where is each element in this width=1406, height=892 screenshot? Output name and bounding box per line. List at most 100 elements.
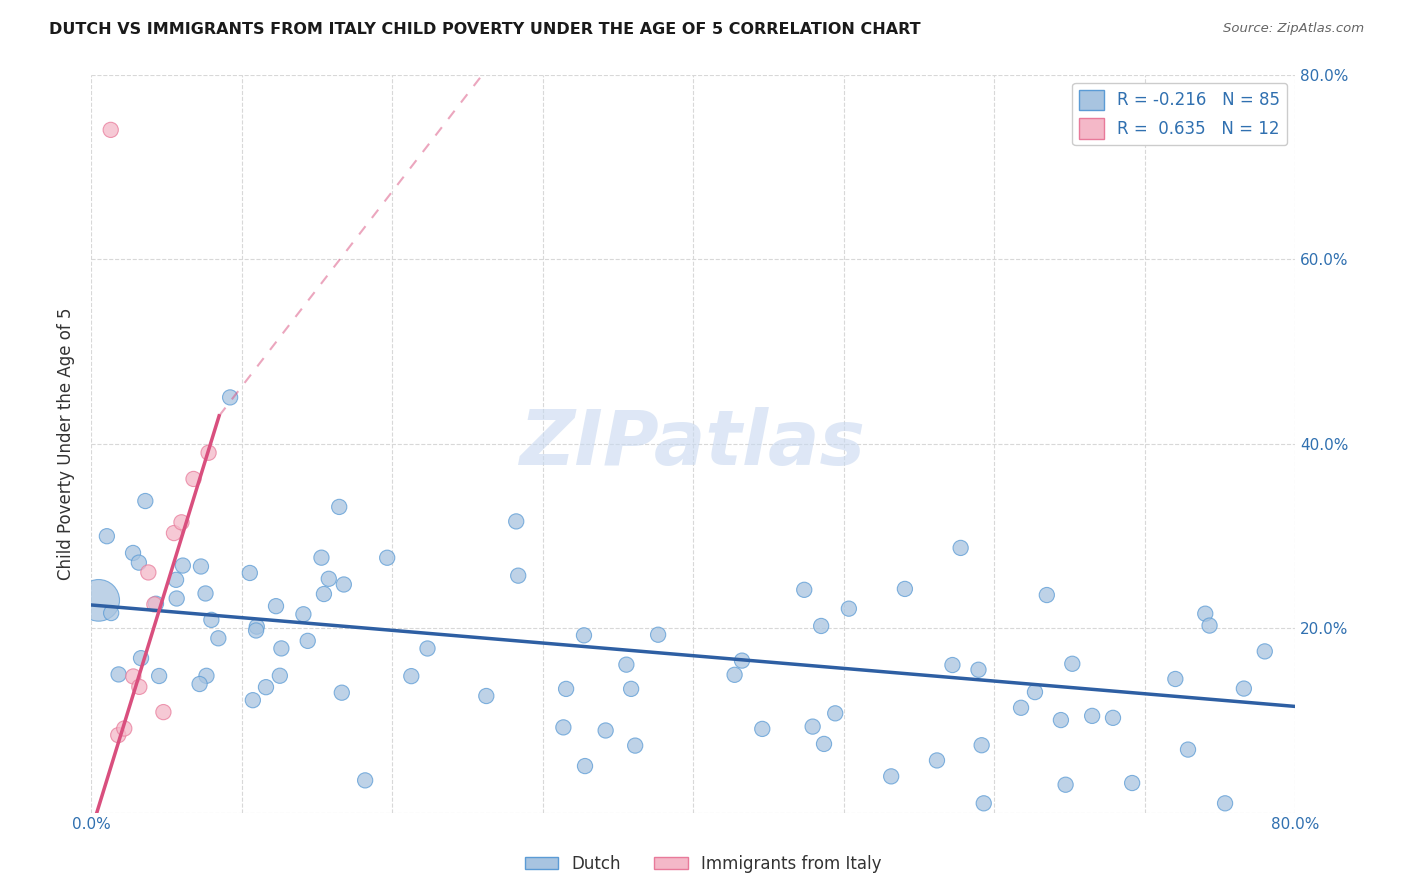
Point [152,705,174,719]
Point [190,559,212,574]
Point [731,654,754,668]
Point [246,619,269,633]
Point [269,669,291,683]
Point [188,677,211,691]
Point [170,516,193,530]
Point [1198,618,1220,632]
Point [475,689,498,703]
Point [112,722,135,736]
Point [1010,700,1032,714]
Point [242,693,264,707]
Point [194,586,217,600]
Point [219,391,242,405]
Point [925,754,948,768]
Point [197,446,219,460]
Point [801,720,824,734]
Point [595,723,617,738]
Point [239,566,262,580]
Point [87,593,110,607]
Point [311,550,333,565]
Legend: Dutch, Immigrants from Italy: Dutch, Immigrants from Italy [517,848,889,880]
Point [1062,657,1084,671]
Point [553,720,575,734]
Legend: R = -0.216   N = 85, R =  0.635   N = 12: R = -0.216 N = 85, R = 0.635 N = 12 [1073,83,1286,145]
Point [163,526,186,541]
Point [100,123,122,137]
Point [200,613,222,627]
Point [416,641,439,656]
Point [1036,588,1059,602]
Text: DUTCH VS IMMIGRANTS FROM ITALY CHILD POVERTY UNDER THE AGE OF 5 CORRELATION CHAR: DUTCH VS IMMIGRANTS FROM ITALY CHILD POV… [49,22,921,37]
Point [1054,778,1077,792]
Point [647,628,669,642]
Point [148,669,170,683]
Point [1213,797,1236,811]
Point [143,598,166,612]
Point [973,797,995,811]
Point [401,669,423,683]
Point [100,606,122,620]
Point [129,651,152,665]
Point [128,680,150,694]
Point [813,737,835,751]
Point [1081,709,1104,723]
Point [1102,711,1125,725]
Point [1024,685,1046,699]
Point [894,582,917,596]
Point [270,641,292,656]
Point [1254,644,1277,658]
Point [824,706,846,721]
Point [508,568,530,582]
Point [1121,776,1143,790]
Y-axis label: Child Poverty Under the Age of 5: Child Poverty Under the Age of 5 [58,307,75,580]
Point [793,582,815,597]
Point [941,658,963,673]
Point [572,628,595,642]
Point [1194,607,1216,621]
Point [128,556,150,570]
Text: ZIPatlas: ZIPatlas [520,407,866,481]
Point [970,738,993,752]
Point [624,739,647,753]
Point [166,591,188,606]
Point [1050,713,1073,727]
Point [751,722,773,736]
Point [245,624,267,638]
Point [723,668,745,682]
Point [555,681,578,696]
Point [122,546,145,560]
Point [96,529,118,543]
Point [207,632,229,646]
Point [1233,681,1256,696]
Point [574,759,596,773]
Point [967,663,990,677]
Point [292,607,315,622]
Text: Source: ZipAtlas.com: Source: ZipAtlas.com [1223,22,1364,36]
Point [810,619,832,633]
Point [264,599,287,614]
Point [107,667,129,681]
Point [297,633,319,648]
Point [312,587,335,601]
Point [375,550,398,565]
Point [354,773,377,788]
Point [318,572,340,586]
Point [949,541,972,555]
Point [330,686,353,700]
Point [165,573,187,587]
Point [172,558,194,573]
Point [505,515,527,529]
Point [620,681,643,696]
Point [145,597,167,611]
Point [195,669,218,683]
Point [838,601,860,615]
Point [107,728,129,742]
Point [254,680,277,694]
Point [1177,742,1199,756]
Point [333,577,356,591]
Point [328,500,350,514]
Point [616,657,638,672]
Point [183,472,205,486]
Point [122,669,145,683]
Point [134,494,156,508]
